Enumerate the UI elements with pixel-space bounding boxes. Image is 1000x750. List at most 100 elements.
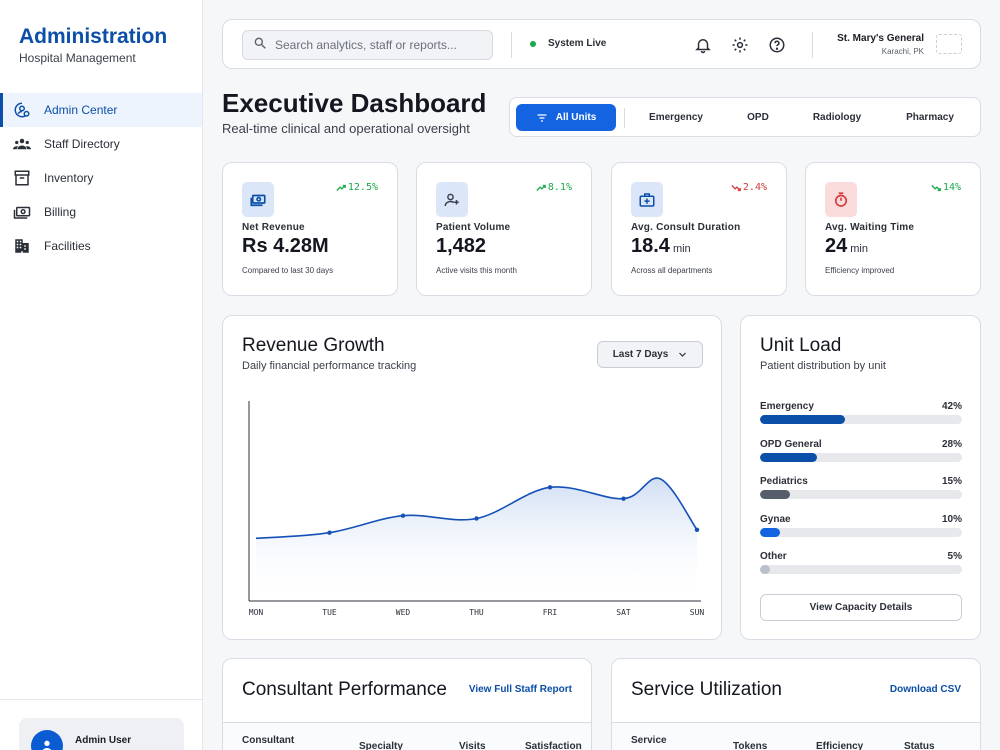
kpi-label: Patient Volume <box>436 222 511 233</box>
search-input[interactable] <box>275 38 475 52</box>
page-title: Executive Dashboard <box>222 88 487 118</box>
data-point-sat[interactable] <box>621 496 626 501</box>
revenue-growth-card: Revenue Growth Daily financial performan… <box>222 315 722 640</box>
data-point-wed[interactable] <box>400 513 406 518</box>
divider <box>812 32 813 58</box>
kpi-number: 18.4 <box>631 235 670 257</box>
banknote-icon <box>242 182 274 217</box>
sidebar-item-label: Billing <box>44 205 77 219</box>
hospital-location: Karachi, PK <box>881 47 924 56</box>
kpi-card-waiting-time: 14% Avg. Waiting Time 24 min Efficiency i… <box>805 162 981 296</box>
column-header[interactable]: Satisfaction <box>525 741 582 750</box>
data-point-tue[interactable] <box>327 530 332 535</box>
sidebar-item-inventory[interactable]: Inventory <box>0 161 202 195</box>
system-status: System Live <box>530 38 606 49</box>
page-subtitle: Real-time clinical and operational overs… <box>222 121 470 136</box>
unit-name: Emergency <box>760 401 814 412</box>
hospital-logo <box>936 34 962 54</box>
tab-label: Radiology <box>812 112 862 123</box>
column-header[interactable]: Specialty <box>359 741 403 750</box>
user-card[interactable]: Admin User <box>19 718 184 750</box>
column-header[interactable]: Status <box>904 741 935 750</box>
card-subtitle: Patient distribution by unit <box>760 360 886 372</box>
trend-value: 8.1% <box>547 182 572 193</box>
x-tick-label: TUE <box>322 608 337 617</box>
progress-fill <box>760 527 781 537</box>
unit-load-row: Other 5% <box>760 551 962 575</box>
unit-percent: 28% <box>941 438 962 450</box>
search-box[interactable] <box>242 30 493 60</box>
download-csv-link[interactable]: Download CSV <box>889 684 961 695</box>
sidebar-nav: Admin Center Staff Directory Inventory B… <box>0 93 202 263</box>
tab-all-units[interactable]: All Units <box>516 104 616 131</box>
view-capacity-button[interactable]: View Capacity Details <box>760 594 962 621</box>
kpi-label: Avg. Consult Duration <box>631 222 741 233</box>
trend-indicator: 14% <box>931 182 961 193</box>
x-tick-label: SAT <box>616 608 631 617</box>
progress-track <box>760 565 962 574</box>
help-icon[interactable] <box>766 34 788 56</box>
kpi-card-net-revenue: 12.5% Net Revenue Rs 4.28M Compared to l… <box>222 162 398 296</box>
tab-label: Emergency <box>649 112 703 123</box>
x-tick-label: WED <box>396 608 411 617</box>
unit-load-row: Gynae 10% <box>760 514 962 538</box>
chevron-down-icon <box>679 352 687 357</box>
tab-label: All Units <box>555 112 597 123</box>
column-header[interactable]: Consultant <box>242 735 295 746</box>
progress-fill <box>760 415 845 424</box>
view-staff-report-link[interactable]: View Full Staff Report <box>468 684 572 695</box>
sidebar-item-facilities[interactable]: Facilities <box>0 229 202 263</box>
x-tick-label: SUN <box>690 608 705 617</box>
unit-load-card: Unit Load Patient distribution by unit E… <box>740 315 981 640</box>
settings-gear-icon[interactable] <box>729 34 751 56</box>
card-subtitle: Daily financial performance tracking <box>242 360 417 372</box>
data-point-fri[interactable] <box>547 485 553 490</box>
column-header[interactable]: Efficiency <box>816 741 864 750</box>
tab-pharmacy[interactable]: Pharmacy <box>888 104 972 131</box>
tab-emergency[interactable]: Emergency <box>632 104 720 131</box>
consultant-performance-card: Consultant Performance View Full Staff R… <box>222 658 592 750</box>
column-header[interactable]: Tokens <box>733 741 768 750</box>
sidebar-item-label: Staff Directory <box>44 137 120 151</box>
date-range-dropdown[interactable]: Last 7 Days <box>597 341 703 368</box>
unit-name: Other <box>760 551 787 562</box>
notification-bell-icon[interactable] <box>692 34 714 56</box>
sidebar-item-admin-center[interactable]: Admin Center <box>0 93 202 127</box>
revenue-area-fill <box>256 478 697 601</box>
kpi-note: Active visits this month <box>436 266 517 275</box>
trend-indicator: 8.1% <box>536 182 572 193</box>
kpi-number: 1,482 <box>436 235 487 257</box>
sidebar-item-label: Admin Center <box>44 103 118 117</box>
unit-load-row: Pediatrics 15% <box>760 476 962 500</box>
kpi-value: 1,482 <box>436 235 486 258</box>
column-header[interactable]: Service <box>631 735 667 746</box>
card-title: Service Utilization <box>631 679 782 700</box>
filter-icon <box>537 113 547 122</box>
kpi-value: Rs 4.28M <box>242 235 329 258</box>
data-point-sun[interactable] <box>694 527 700 533</box>
tab-opd[interactable]: OPD <box>730 104 786 131</box>
trend-value: 12.5% <box>347 182 378 193</box>
revenue-chart: MON TUE WED THU FRI SAT SUN <box>248 401 705 617</box>
divider <box>624 108 625 128</box>
trend-up-icon <box>336 184 346 191</box>
kpi-card-patient-volume: 8.1% Patient Volume 1,482 Active visits … <box>416 162 592 296</box>
tab-radiology[interactable]: Radiology <box>796 104 878 131</box>
progress-fill <box>760 490 791 499</box>
staff-group-icon <box>12 134 32 154</box>
brand-title: Administration <box>19 25 168 48</box>
status-dot-icon <box>530 40 536 47</box>
unit-name: OPD General <box>760 438 822 450</box>
sidebar-item-staff-directory[interactable]: Staff Directory <box>0 127 202 161</box>
sidebar-item-billing[interactable]: Billing <box>0 195 202 229</box>
kpi-number: Rs 4.28M <box>242 235 329 257</box>
table-header: Consultant Specialty Visits Satisfaction <box>223 722 591 750</box>
divider <box>511 32 512 58</box>
kpi-note: Across all departments <box>631 266 713 275</box>
column-header[interactable]: Visits <box>459 741 486 750</box>
data-point-thu[interactable] <box>474 516 479 521</box>
kpi-value: 18.4 min <box>631 235 691 258</box>
progress-track <box>760 490 962 499</box>
inventory-box-icon <box>12 168 32 188</box>
user-icon <box>42 740 52 750</box>
